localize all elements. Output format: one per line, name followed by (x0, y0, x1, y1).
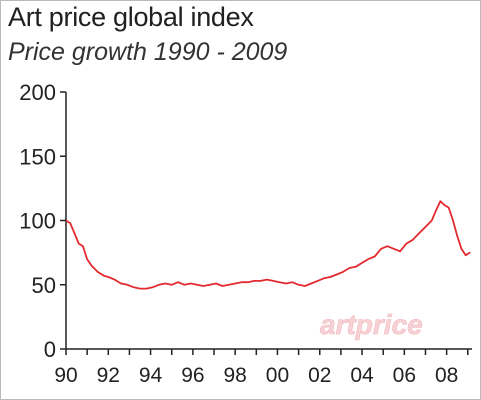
x-tick-label: 96 (181, 364, 204, 387)
data-point (285, 282, 287, 285)
data-point (374, 255, 376, 258)
x-tick-label: 04 (350, 364, 374, 387)
data-point (424, 226, 427, 228)
x-tick-label: 02 (308, 364, 331, 387)
data-point (164, 282, 166, 285)
data-point (126, 284, 128, 286)
data-point (448, 207, 450, 209)
x-tick-label: 98 (223, 364, 246, 387)
data-point (469, 252, 471, 254)
series-line (65, 200, 471, 290)
watermark-logo: artprice (320, 309, 423, 340)
data-point (152, 286, 154, 288)
data-point (103, 275, 105, 277)
x-tick-label: 90 (54, 364, 77, 387)
data-point (139, 288, 141, 290)
data-point (272, 280, 274, 282)
data-point (310, 282, 312, 285)
data-point (355, 266, 357, 268)
data-point (240, 281, 243, 283)
data-point (439, 200, 441, 202)
data-point (202, 285, 205, 287)
data-point (73, 232, 76, 234)
data-point (399, 250, 401, 252)
data-point (82, 245, 84, 247)
y-tick-label: 0 (44, 337, 56, 362)
data-point (412, 239, 414, 241)
data-point (253, 280, 255, 282)
data-point (348, 267, 350, 269)
data-point (90, 264, 92, 267)
data-point (86, 258, 88, 260)
data-point (317, 280, 319, 282)
data-point (380, 248, 382, 250)
data-point (196, 284, 198, 286)
data-point (329, 276, 331, 278)
data-point (183, 284, 186, 286)
data-point (418, 232, 420, 234)
x-tick-label: 94 (139, 364, 163, 387)
data-point (435, 209, 437, 211)
data-point (278, 281, 281, 283)
data-point (393, 248, 395, 250)
data-point (97, 271, 99, 273)
data-point (367, 258, 369, 260)
data-point (323, 277, 325, 279)
chart-subtitle: Price growth 1990 - 2009 (8, 38, 288, 66)
data-point (145, 288, 147, 290)
data-point (158, 284, 160, 286)
data-point (120, 282, 122, 285)
data-point (456, 235, 458, 237)
data-point (259, 280, 262, 282)
data-point (190, 282, 192, 285)
data-point (266, 279, 268, 281)
data-point (342, 271, 344, 273)
data-point (431, 219, 433, 222)
data-point (386, 245, 389, 247)
data-point (221, 285, 224, 287)
data-point (405, 243, 408, 245)
data-point (78, 243, 80, 245)
y-tick-label: 100 (19, 209, 56, 234)
data-point (465, 254, 467, 256)
data-point (304, 285, 306, 287)
chart-title: Art price global index (8, 2, 254, 32)
data-point (171, 284, 173, 286)
data-point (228, 284, 230, 286)
x-tick-label: 06 (393, 364, 416, 387)
data-point (69, 222, 71, 224)
data-point (361, 262, 363, 264)
data-point (336, 273, 338, 276)
data-point (291, 281, 293, 283)
data-point (460, 248, 463, 250)
x-tick-label: 08 (435, 364, 458, 387)
data-point (298, 284, 300, 286)
y-tick-label: 50 (32, 273, 56, 298)
data-point (452, 219, 454, 222)
data-point (443, 204, 446, 206)
data-point (114, 279, 116, 281)
data-point (234, 282, 236, 285)
data-point (177, 281, 179, 283)
data-point (107, 276, 109, 278)
x-tick-label: 92 (97, 364, 120, 387)
data-point (133, 286, 135, 288)
y-tick-label: 200 (19, 80, 56, 105)
x-tick-label: 00 (266, 364, 289, 387)
y-tick-label: 150 (19, 144, 56, 169)
data-point (209, 284, 211, 286)
data-point (247, 281, 249, 283)
data-point (215, 282, 217, 285)
